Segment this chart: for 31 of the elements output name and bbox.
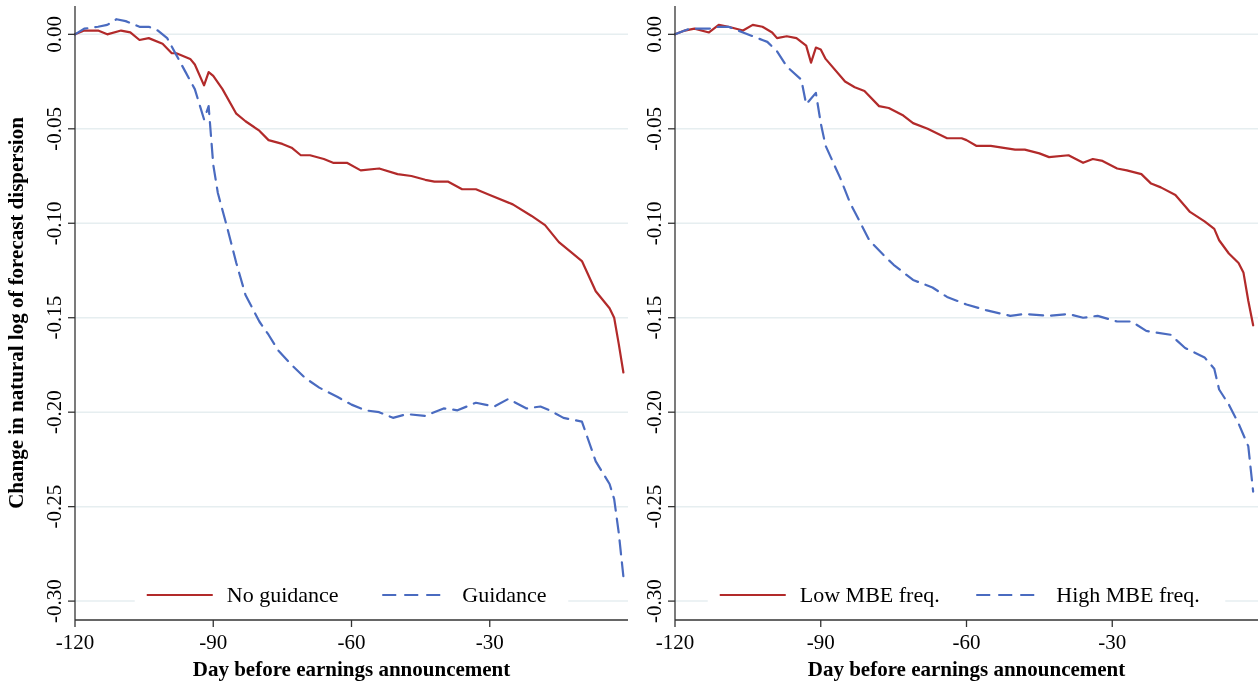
- x-tick-label: -120: [55, 630, 95, 654]
- y-tick-label: 0.00: [42, 15, 66, 53]
- x-axis-title: Day before earnings announcement: [192, 657, 511, 681]
- y-tick-label: -0.30: [642, 579, 666, 623]
- x-tick-label: -60: [337, 630, 366, 654]
- y-tick-label: 0.00: [642, 15, 666, 53]
- y-tick-label: -0.10: [42, 201, 66, 246]
- x-tick-label: -90: [806, 630, 835, 654]
- legend-label: High MBE freq.: [1056, 582, 1200, 607]
- legend-label: Guidance: [462, 582, 547, 607]
- legend-label: No guidance: [226, 582, 339, 607]
- y-tick-label: -0.10: [642, 201, 666, 246]
- x-tick-label: -60: [952, 630, 981, 654]
- y-tick-label: -0.15: [42, 295, 66, 340]
- line-series: [673, 25, 1255, 493]
- x-tick-label: -30: [1098, 630, 1127, 654]
- y-tick-label: -0.25: [42, 484, 66, 529]
- legend-label: Low MBE freq.: [799, 582, 940, 607]
- y-tick-label: -0.15: [642, 295, 666, 340]
- line-series: [73, 18, 625, 578]
- y-tick-label: -0.20: [42, 390, 66, 435]
- y-axis-title: Change in natural log of forecast dispersion: [4, 116, 28, 509]
- x-tick-label: -90: [199, 630, 228, 654]
- x-axis-title: Day before earnings announcement: [807, 657, 1126, 681]
- x-tick-label: -120: [655, 630, 695, 654]
- y-tick-label: -0.05: [42, 106, 66, 151]
- y-tick-label: -0.20: [642, 390, 666, 435]
- x-tick-label: -30: [475, 630, 504, 654]
- y-tick-label: -0.25: [642, 484, 666, 529]
- y-tick-label: -0.30: [42, 579, 66, 623]
- y-tick-label: -0.05: [642, 106, 666, 151]
